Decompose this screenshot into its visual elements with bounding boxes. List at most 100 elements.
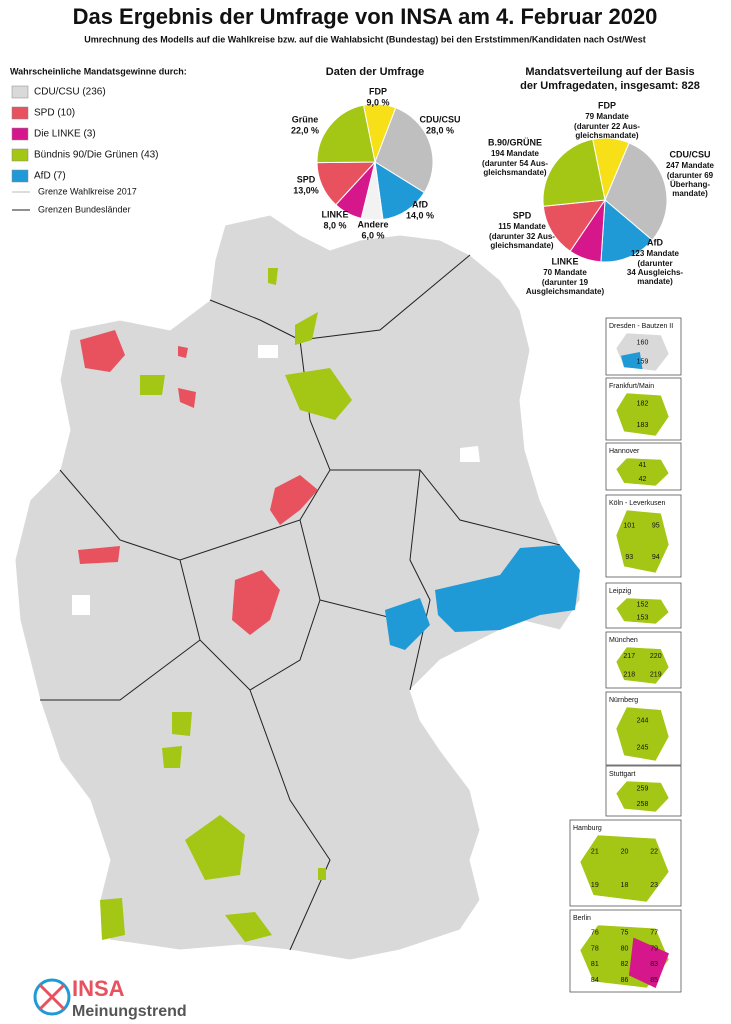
inset-area-linke — [628, 937, 669, 988]
slice-value: 14,0 % — [406, 210, 434, 220]
inset-label: 94 — [652, 554, 660, 561]
district-gruene — [225, 912, 272, 942]
pie-slice — [374, 107, 434, 194]
slice-note: 34 Ausgleichs- — [627, 268, 684, 277]
legend-label: AfD (7) — [34, 171, 66, 182]
inset-label: 183 — [637, 422, 649, 429]
legend-line-label: Grenze Wahlkreise 2017 — [38, 186, 137, 196]
slice-name: AfD — [412, 199, 428, 209]
inset-label: 76 — [591, 930, 599, 937]
slice-note: mandate) — [672, 189, 708, 198]
slice-name: Andere — [357, 219, 388, 229]
inset-label: 21 — [591, 849, 599, 856]
slice-value: 13,0% — [293, 185, 319, 195]
inset: Dresden - Bautzen II 160 159 — [605, 317, 682, 376]
slice-name: SPD — [513, 210, 532, 220]
inset-title: Berlin — [573, 915, 591, 922]
germany — [14, 214, 581, 961]
inset-label: 18 — [621, 882, 629, 889]
district-gruene — [318, 868, 326, 880]
inset-label: 93 — [625, 554, 633, 561]
district-spd — [178, 346, 188, 358]
state-borders — [40, 254, 561, 951]
legend-line-label: Grenzen Bundesländer — [38, 204, 131, 214]
legend-label: SPD (10) — [34, 108, 75, 119]
inset-label: 83 — [650, 961, 658, 968]
slice-name: FDP — [369, 86, 387, 96]
inset: Köln - Leverkusen 101 95 93 94 — [605, 494, 682, 578]
inset-label: 217 — [623, 653, 635, 660]
legend-swatch — [11, 106, 29, 120]
inset-area — [615, 392, 670, 437]
district-gruene — [162, 746, 182, 768]
inset-title: Köln - Leverkusen — [609, 500, 666, 507]
inset: Hannover 41 42 — [605, 442, 682, 491]
legend-swatch — [11, 169, 29, 183]
slice-name: FDP — [598, 100, 616, 110]
pie-slice — [542, 138, 606, 207]
inset-area — [615, 597, 670, 625]
slice-value: 194 Mandate — [491, 149, 540, 158]
slice-note: (darunter 32 Aus- — [489, 232, 555, 241]
district-gruene — [172, 712, 192, 736]
district-spd — [80, 330, 125, 372]
district-afd — [385, 598, 430, 650]
logo-cross — [38, 983, 66, 1011]
inset-title: Hannover — [609, 448, 640, 455]
slice-note: mandate) — [637, 277, 673, 286]
logo-tagline: Meinungstrend — [72, 1003, 187, 1020]
inset-label: 78 — [591, 945, 599, 952]
inset-label: 259 — [637, 786, 649, 793]
legend-swatch — [11, 85, 29, 99]
inset-area — [615, 706, 670, 762]
inset-area — [615, 646, 670, 685]
district-afd — [435, 545, 580, 632]
slice-note: gleichsmandate) — [575, 131, 638, 140]
inset: München 217 220 218 219 — [605, 631, 682, 689]
legend-label: Bündnis 90/Die Grünen (43) — [34, 150, 159, 161]
slice-name: Grüne — [292, 114, 319, 124]
slice-name: AfD — [647, 237, 663, 247]
logo-brand: INSA — [72, 976, 125, 1001]
district-spd — [270, 475, 318, 525]
slice-name: LINKE — [552, 256, 579, 266]
slice-note: Überhang- — [670, 180, 710, 189]
logo-ring — [33, 978, 71, 1016]
inset-label: 220 — [650, 653, 662, 660]
pie-slice — [600, 198, 654, 263]
inset-area — [615, 509, 670, 574]
inset-label: 22 — [650, 849, 658, 856]
inset-label: 75 — [621, 930, 629, 937]
pie-slice — [542, 199, 607, 252]
slice-value: 9,0 % — [366, 97, 389, 107]
slice-note: Ausgleichsmandate) — [526, 287, 605, 296]
inset-label: 81 — [591, 961, 599, 968]
inset: Stuttgart 259 258 — [605, 765, 682, 817]
inset-label: 77 — [650, 930, 658, 937]
inset-title: Hamburg — [573, 825, 602, 832]
inset: Leipzig 152 153 — [605, 582, 682, 629]
inset-area — [615, 780, 670, 813]
pie-title: Mandatsverteilung auf der Basis — [525, 66, 694, 78]
inset: Nürnberg 244 245 — [605, 691, 682, 766]
map — [14, 214, 581, 961]
inset-label: 258 — [637, 801, 649, 808]
district-gruene — [100, 898, 125, 940]
district-gruene — [285, 368, 352, 420]
inset-label: 86 — [621, 977, 629, 984]
district-gruene — [268, 268, 278, 285]
inset-label: 153 — [637, 614, 649, 621]
inset-label: 42 — [639, 476, 647, 483]
slice-name: LINKE — [322, 209, 349, 219]
slice-value: 8,0 % — [323, 220, 346, 230]
inset-label: 20 — [621, 849, 629, 856]
slice-note: gleichsmandate) — [490, 241, 553, 250]
inset-label: 245 — [637, 744, 649, 751]
inset-label: 19 — [591, 882, 599, 889]
inset-label: 244 — [637, 717, 649, 724]
inset-area — [615, 457, 670, 487]
inset-label: 82 — [621, 961, 629, 968]
district-gruene — [295, 312, 318, 345]
slice-name: CDU/CSU — [419, 114, 460, 124]
slice-note: (darunter — [637, 259, 672, 268]
